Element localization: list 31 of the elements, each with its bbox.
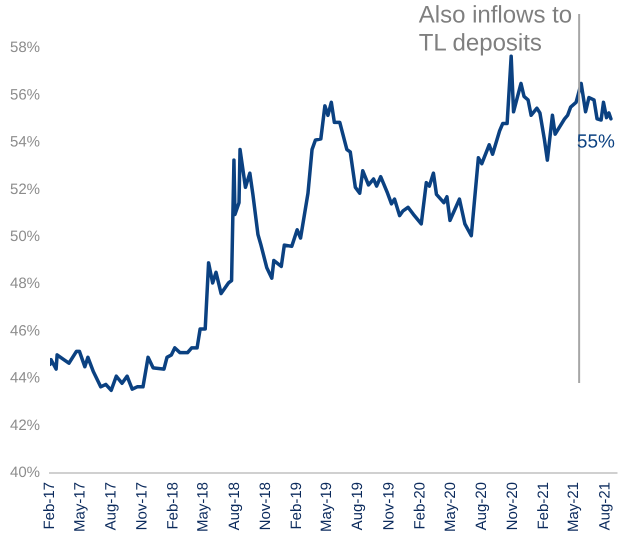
- y-tick-label: 54%: [10, 134, 40, 151]
- x-tick-label: Nov-18: [256, 482, 274, 530]
- x-tick-label: May-21: [565, 482, 582, 532]
- x-tick-label: Nov-20: [504, 482, 522, 530]
- y-tick-label: 40%: [10, 464, 40, 482]
- y-tick-label: 44%: [10, 370, 40, 387]
- y-tick-label: 46%: [10, 322, 40, 340]
- x-tick-label: May-17: [71, 482, 88, 532]
- x-tick-label: Aug-21: [596, 482, 614, 530]
- y-tick-label: 56%: [10, 86, 40, 104]
- x-tick-label: Feb-20: [411, 482, 428, 530]
- x-tick-label: Aug-17: [102, 482, 120, 530]
- x-tick-label: Feb-18: [164, 482, 182, 530]
- y-tick-label: 58%: [10, 39, 40, 56]
- x-tick-label: May-20: [442, 482, 459, 532]
- annotation: 55%: [576, 132, 616, 153]
- x-tick-label: Nov-17: [133, 482, 150, 530]
- x-tick-label: May-19: [318, 482, 336, 532]
- x-tick-label: Nov-19: [380, 482, 398, 530]
- x-tick-label: Aug-19: [349, 482, 366, 530]
- ref-line-label: Also inflows to TL deposits: [418, 2, 572, 57]
- y-tick-label: 42%: [10, 416, 40, 434]
- y-tick-label: 52%: [10, 180, 40, 198]
- x-tick-label: Feb-21: [535, 482, 552, 530]
- x-tick-label: May-18: [194, 482, 212, 532]
- y-tick-label: 48%: [10, 275, 40, 292]
- x-tick-label: Aug-20: [472, 482, 490, 530]
- x-tick-label: Aug-18: [226, 482, 243, 530]
- x-tick-label: Feb-19: [288, 482, 305, 530]
- y-tick-label: 50%: [10, 228, 40, 246]
- x-tick-label: Feb-17: [41, 482, 58, 530]
